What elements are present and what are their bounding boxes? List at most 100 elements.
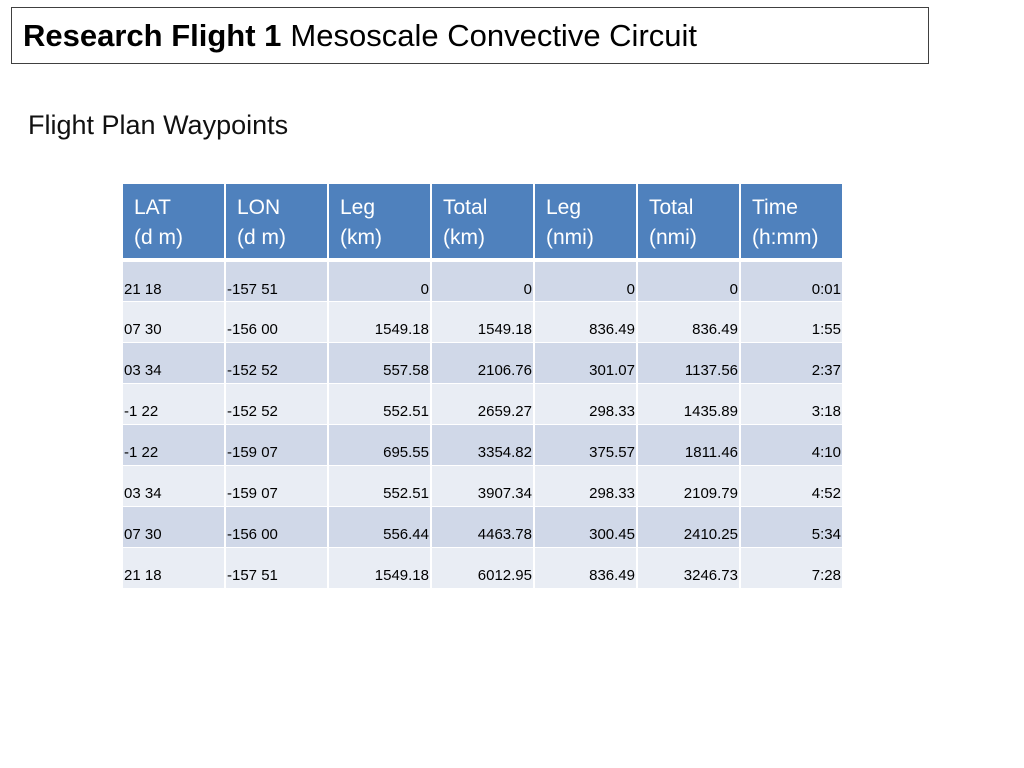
cell-value: 2106.76 bbox=[477, 362, 532, 379]
cell-value: 836.49 bbox=[589, 321, 635, 338]
cell-lon: -152 52 bbox=[225, 383, 329, 425]
cell-value: 2410.25 bbox=[683, 526, 738, 543]
cell-value: -156 00 bbox=[227, 526, 278, 543]
cell-value: -159 07 bbox=[227, 485, 278, 502]
cell-value: 2109.79 bbox=[683, 485, 738, 502]
cell-value: -1 22 bbox=[124, 403, 159, 420]
cell-total-km: 1549.18 bbox=[431, 301, 535, 343]
cell-leg-nmi: 836.49 bbox=[534, 547, 638, 589]
cell-value: -152 52 bbox=[227, 362, 278, 379]
cell-lat: 03 34 bbox=[123, 342, 226, 384]
column-header-leg-km: Leg (km) bbox=[328, 184, 432, 260]
cell-value: 21 18 bbox=[124, 567, 162, 584]
cell-value: 4:10 bbox=[811, 444, 841, 461]
cell-value: 3:18 bbox=[811, 403, 841, 420]
cell-value: 0 bbox=[729, 280, 738, 298]
cell-leg-nmi: 298.33 bbox=[534, 465, 638, 507]
cell-lon: -159 07 bbox=[225, 465, 329, 507]
title-bold-part: Research Flight 1 bbox=[23, 17, 282, 53]
table-header-row: LAT (d m) LON (d m) Leg (km) Total (km) … bbox=[123, 184, 842, 260]
cell-leg-nmi: 375.57 bbox=[534, 424, 638, 466]
cell-leg-nmi: 836.49 bbox=[534, 301, 638, 343]
cell-leg-nmi: 300.45 bbox=[534, 506, 638, 548]
cell-total-nmi: 3246.73 bbox=[637, 547, 741, 589]
cell-value: 552.51 bbox=[383, 403, 429, 420]
cell-value: 7:28 bbox=[811, 567, 841, 584]
cell-time: 5:34 bbox=[740, 506, 842, 548]
cell-leg-km: 1549.18 bbox=[328, 301, 432, 343]
cell-lat: -1 22 bbox=[123, 424, 226, 466]
cell-value: 4463.78 bbox=[477, 526, 532, 543]
cell-total-nmi: 2109.79 bbox=[637, 465, 741, 507]
table-row: 21 18 -157 51 1549.18 6012.95 836.49 3246.73 7… bbox=[123, 547, 842, 589]
cell-time: 1:55 bbox=[740, 301, 842, 343]
cell-total-km: 6012.95 bbox=[431, 547, 535, 589]
cell-value: 1137.56 bbox=[684, 362, 738, 379]
column-header-total-nmi: Total (nmi) bbox=[637, 184, 741, 260]
table-row: 03 34 -159 07 552.51 3907.34 298.33 2109.79 4:… bbox=[123, 465, 842, 507]
cell-leg-nmi: 0 bbox=[534, 260, 638, 302]
cell-leg-km: 0 bbox=[328, 260, 432, 302]
cell-value: 4:52 bbox=[811, 485, 841, 502]
cell-value: 375.57 bbox=[589, 444, 635, 461]
cell-value: 03 34 bbox=[124, 485, 162, 502]
cell-lat: 07 30 bbox=[123, 506, 226, 548]
cell-value: 1:55 bbox=[811, 321, 841, 338]
cell-time: 4:52 bbox=[740, 465, 842, 507]
title-rest-part: Mesoscale Convective Circuit bbox=[290, 17, 698, 53]
cell-lon: -156 00 bbox=[225, 301, 329, 343]
cell-lon: -156 00 bbox=[225, 506, 329, 548]
cell-value: 1435.89 bbox=[683, 403, 738, 420]
cell-value: -159 07 bbox=[227, 444, 278, 461]
cell-total-nmi: 2410.25 bbox=[637, 506, 741, 548]
cell-lon: -159 07 bbox=[225, 424, 329, 466]
cell-total-km: 0 bbox=[431, 260, 535, 302]
cell-lat: 21 18 bbox=[123, 547, 226, 589]
cell-value: 3907.34 bbox=[477, 485, 532, 502]
cell-value: 2:37 bbox=[811, 362, 841, 379]
table-row: 07 30 -156 00 1549.18 1549.18 836.49 836.49 1:… bbox=[123, 301, 842, 343]
cell-value: 5:34 bbox=[811, 526, 841, 543]
column-header-total-km: Total (km) bbox=[431, 184, 535, 260]
cell-time: 0:01 bbox=[740, 260, 842, 302]
cell-total-km: 2106.76 bbox=[431, 342, 535, 384]
waypoints-table: LAT (d m) LON (d m) Leg (km) Total (km) … bbox=[123, 184, 842, 589]
cell-lat: -1 22 bbox=[123, 383, 226, 425]
table-row: -1 22 -159 07 695.55 3354.82 375.57 1811.46 4:… bbox=[123, 424, 842, 466]
cell-value: 695.55 bbox=[383, 444, 429, 461]
cell-value: 1549.18 bbox=[374, 567, 429, 584]
cell-value: 300.45 bbox=[589, 526, 635, 543]
cell-total-nmi: 836.49 bbox=[637, 301, 741, 343]
column-header-lon: LON (d m) bbox=[225, 184, 329, 260]
cell-value: 1549.18 bbox=[374, 321, 429, 338]
cell-value: -157 51 bbox=[227, 280, 278, 298]
table-row: 07 30 -156 00 556.44 4463.78 300.45 2410.25 5:… bbox=[123, 506, 842, 548]
cell-lat: 21 18 bbox=[123, 260, 226, 302]
waypoints-table-container: LAT (d m) LON (d m) Leg (km) Total (km) … bbox=[123, 184, 842, 589]
cell-leg-km: 552.51 bbox=[328, 383, 432, 425]
cell-leg-nmi: 301.07 bbox=[534, 342, 638, 384]
cell-leg-nmi: 298.33 bbox=[534, 383, 638, 425]
cell-value: 3354.82 bbox=[477, 444, 532, 461]
cell-leg-km: 1549.18 bbox=[328, 547, 432, 589]
cell-value: 6012.95 bbox=[477, 567, 532, 584]
cell-value: 0 bbox=[626, 280, 635, 298]
cell-value: 21 18 bbox=[124, 280, 162, 298]
cell-time: 7:28 bbox=[740, 547, 842, 589]
cell-lon: -157 51 bbox=[225, 547, 329, 589]
table-row: 03 34 -152 52 557.58 2106.76 301.07 1137.56 2:… bbox=[123, 342, 842, 384]
column-header-lat: LAT (d m) bbox=[123, 184, 226, 260]
cell-value: 552.51 bbox=[383, 485, 429, 502]
cell-total-nmi: 1435.89 bbox=[637, 383, 741, 425]
cell-total-nmi: 1137.56 bbox=[637, 342, 741, 384]
cell-value: 3246.73 bbox=[683, 567, 738, 584]
cell-leg-km: 552.51 bbox=[328, 465, 432, 507]
cell-leg-km: 556.44 bbox=[328, 506, 432, 548]
cell-total-km: 3354.82 bbox=[431, 424, 535, 466]
table-row: 21 18 -157 51 0 0 0 0 0:01 bbox=[123, 260, 842, 302]
cell-time: 3:18 bbox=[740, 383, 842, 425]
cell-lon: -157 51 bbox=[225, 260, 329, 302]
cell-total-km: 4463.78 bbox=[431, 506, 535, 548]
cell-value: 1549.18 bbox=[477, 321, 532, 338]
cell-value: 07 30 bbox=[124, 321, 162, 338]
